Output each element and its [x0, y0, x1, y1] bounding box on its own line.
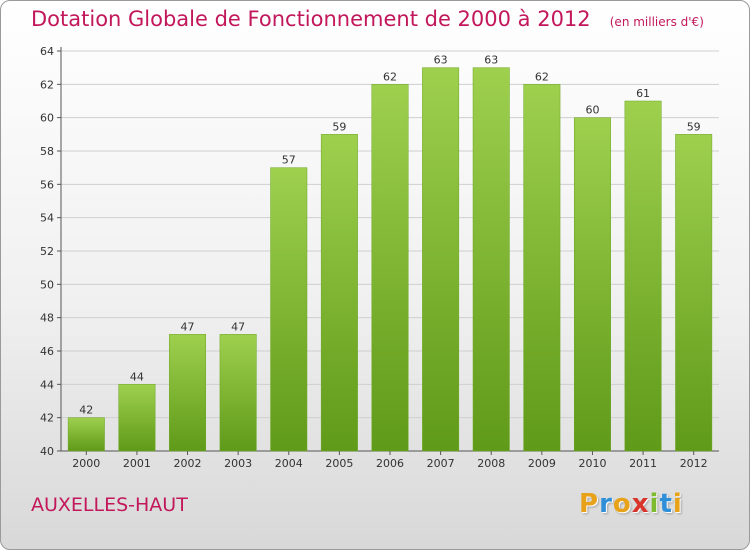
y-tick-label: 40	[40, 445, 54, 458]
logo-letter: t	[659, 489, 673, 519]
logo-letter: r	[599, 489, 613, 519]
bar	[523, 84, 561, 452]
data-label: 59	[332, 120, 346, 133]
data-label: 47	[181, 320, 195, 333]
y-tick-label: 58	[40, 145, 54, 158]
logo-letter: P	[579, 489, 600, 519]
city-name: AUXELLES-HAUT	[31, 494, 188, 516]
logo-letter: i	[649, 489, 660, 519]
bar	[67, 417, 105, 452]
bar	[675, 134, 713, 452]
x-tick-label: 2001	[123, 457, 151, 470]
bar	[320, 134, 358, 452]
bar	[371, 84, 409, 452]
data-label: 59	[687, 120, 701, 133]
data-label: 47	[231, 320, 245, 333]
y-tick-label: 44	[40, 378, 54, 391]
title-row: Dotation Globale de Fonctionnement de 20…	[31, 7, 704, 31]
y-tick-label: 56	[40, 178, 54, 191]
bar-layer: 42 44 47 47 57 59 62 63 63 62 60 61 59	[67, 54, 713, 452]
x-tick-label: 2005	[325, 457, 353, 470]
chart-subtitle: (en milliers d'€)	[609, 15, 704, 29]
y-tick-label: 50	[40, 278, 54, 291]
x-tick-label: 2000	[72, 457, 100, 470]
x-tick-label: 2003	[224, 457, 252, 470]
data-label: 57	[282, 154, 296, 167]
y-tick-label: 42	[40, 412, 54, 425]
proxiti-logo: Proxiti	[579, 489, 683, 519]
data-label: 63	[484, 54, 498, 67]
data-label: 63	[434, 54, 448, 67]
data-label: 44	[130, 370, 144, 383]
data-label: 62	[383, 70, 397, 83]
axis-layer: 40 42 44 46 48 50 52 54 56 58 60 62 64 2000 2001 2002 20…	[40, 45, 719, 470]
x-tick-label: 2007	[427, 457, 455, 470]
bar	[169, 334, 207, 452]
chart-title: Dotation Globale de Fonctionnement de 20…	[31, 7, 591, 31]
bar	[270, 167, 308, 452]
x-tick-label: 2006	[376, 457, 404, 470]
y-tick-label: 52	[40, 245, 54, 258]
x-tick-label: 2004	[275, 457, 303, 470]
bar	[422, 67, 460, 452]
y-tick-label: 64	[40, 45, 54, 58]
y-tick-label: 48	[40, 312, 54, 325]
x-tick-label: 2011	[629, 457, 657, 470]
bar	[573, 117, 611, 452]
data-label: 62	[535, 70, 549, 83]
x-tick-label: 2008	[477, 457, 505, 470]
y-tick-label: 46	[40, 345, 54, 358]
x-tick-label: 2002	[174, 457, 202, 470]
x-tick-label: 2010	[578, 457, 606, 470]
logo-letter: o	[612, 489, 632, 519]
logo-letter: i	[672, 489, 683, 519]
x-tick-label: 2012	[680, 457, 708, 470]
x-tick-label: 2009	[528, 457, 556, 470]
data-label: 61	[636, 87, 650, 100]
data-label: 42	[79, 404, 93, 417]
y-tick-label: 62	[40, 78, 54, 91]
bar	[118, 384, 156, 452]
bar	[472, 67, 510, 452]
bar	[219, 334, 257, 452]
y-tick-label: 54	[40, 212, 54, 225]
bar	[624, 100, 662, 452]
logo-letter: x	[631, 489, 650, 519]
y-tick-label: 60	[40, 112, 54, 125]
data-label: 60	[585, 104, 599, 117]
